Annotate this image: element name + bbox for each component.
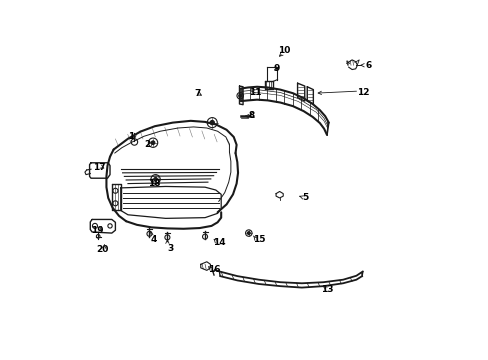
Text: 7: 7 <box>194 89 200 98</box>
Text: 16: 16 <box>207 265 220 274</box>
Text: 3: 3 <box>167 244 174 253</box>
Text: 18: 18 <box>147 179 160 188</box>
Circle shape <box>210 121 214 125</box>
Circle shape <box>238 94 241 97</box>
Text: 20: 20 <box>97 246 109 255</box>
Text: 11: 11 <box>248 87 261 96</box>
Text: 13: 13 <box>320 285 332 294</box>
Text: 2: 2 <box>144 140 150 149</box>
Text: 19: 19 <box>91 226 103 235</box>
Circle shape <box>153 177 157 181</box>
Text: 12: 12 <box>356 87 368 96</box>
Text: 6: 6 <box>365 61 370 70</box>
Circle shape <box>247 231 250 234</box>
Text: 4: 4 <box>151 235 157 244</box>
Text: 14: 14 <box>213 238 225 247</box>
Text: 10: 10 <box>277 46 289 55</box>
Circle shape <box>151 141 155 144</box>
Text: 15: 15 <box>252 235 264 244</box>
Text: 17: 17 <box>93 163 105 172</box>
Text: 5: 5 <box>302 193 308 202</box>
Text: 1: 1 <box>128 132 134 141</box>
Text: 9: 9 <box>273 64 280 73</box>
Text: 8: 8 <box>248 111 254 120</box>
